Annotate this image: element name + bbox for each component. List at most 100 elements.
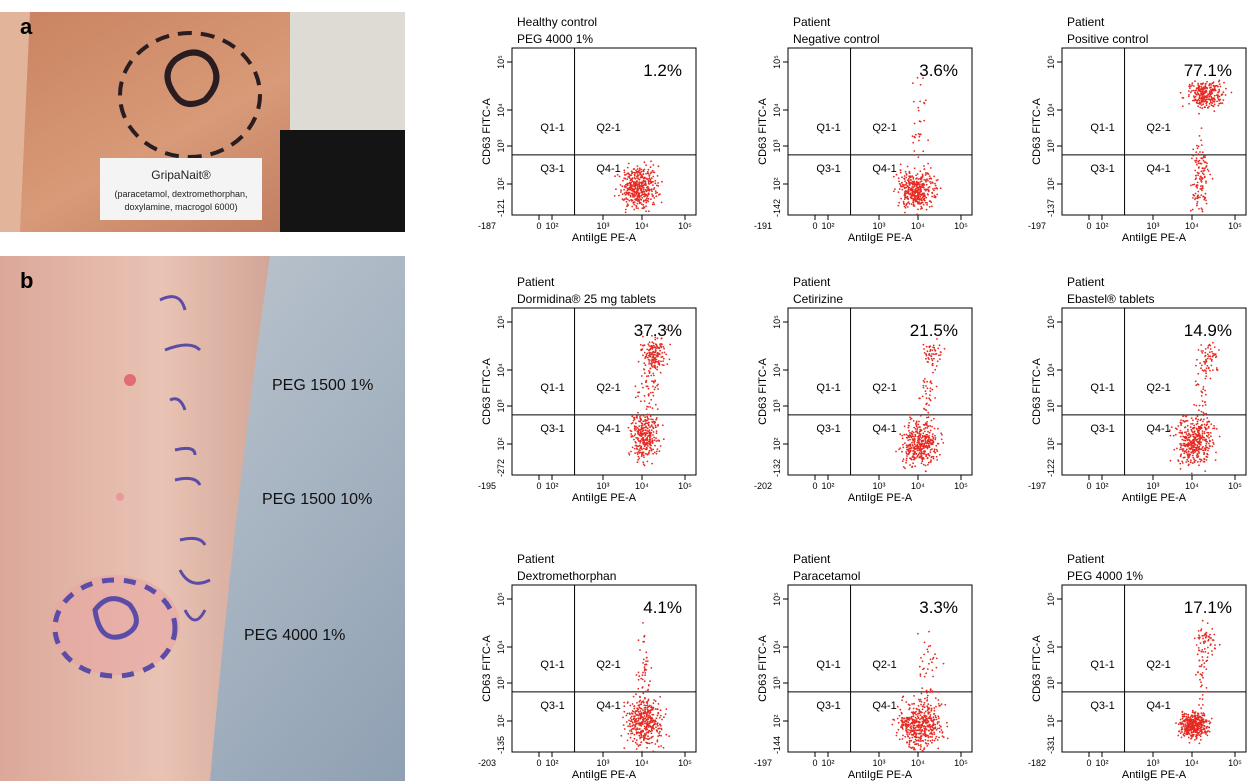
event-dot xyxy=(653,197,656,199)
plot-title: Patient xyxy=(793,275,831,289)
annotation: PEG 4000 1% xyxy=(244,627,345,644)
event-dot xyxy=(1191,422,1194,425)
event-dot xyxy=(1180,419,1182,421)
event-dot xyxy=(910,417,913,420)
event-dot xyxy=(928,707,931,710)
event-dot xyxy=(1182,723,1185,726)
event-dot xyxy=(1194,724,1197,726)
event-dot xyxy=(623,185,626,187)
event-dot xyxy=(927,725,929,727)
event-dot xyxy=(925,183,928,186)
event-dot xyxy=(939,351,942,353)
event-dot xyxy=(645,381,647,383)
y-tick-label: 10⁵ xyxy=(772,55,782,69)
event-dot xyxy=(1185,732,1187,735)
event-dot xyxy=(934,723,937,726)
event-dot xyxy=(1203,642,1205,645)
event-dot xyxy=(625,183,627,186)
event-dot xyxy=(1210,104,1213,107)
event-dot xyxy=(933,427,936,430)
event-dot xyxy=(630,720,633,722)
event-dot xyxy=(921,711,923,714)
event-dot xyxy=(1209,348,1212,350)
quadrant-label: Q2-1 xyxy=(1146,122,1170,134)
event-dot xyxy=(922,463,925,466)
event-dot xyxy=(652,354,655,357)
event-dot xyxy=(1201,95,1204,97)
event-dot xyxy=(927,425,930,428)
event-dot xyxy=(1192,148,1195,151)
event-dot xyxy=(918,420,920,423)
event-dot xyxy=(1196,147,1199,150)
event-dot xyxy=(905,446,908,449)
event-dot xyxy=(898,182,901,185)
event-dot xyxy=(1185,451,1188,454)
event-dot xyxy=(645,441,648,444)
event-dot xyxy=(633,425,636,428)
x-tick-label: 10² xyxy=(1095,221,1108,231)
event-dot xyxy=(659,709,662,712)
event-dot xyxy=(639,172,642,175)
quadrant-label: Q3-1 xyxy=(816,163,840,175)
event-dot xyxy=(1191,82,1194,85)
event-dot xyxy=(1198,464,1200,467)
event-dot xyxy=(1206,440,1209,443)
event-dot xyxy=(633,208,636,211)
event-dot xyxy=(1202,90,1204,92)
plot-frame xyxy=(787,584,973,753)
event-dot xyxy=(932,417,935,420)
event-dot xyxy=(913,443,916,446)
event-dot xyxy=(919,710,922,713)
event-dot xyxy=(1192,456,1195,459)
event-dot xyxy=(1207,106,1209,109)
event-dot xyxy=(626,198,629,201)
event-dot xyxy=(930,729,933,731)
event-dot xyxy=(903,721,906,724)
event-dot xyxy=(1196,171,1199,174)
event-dot xyxy=(932,188,934,190)
event-dot xyxy=(908,733,911,735)
event-dot xyxy=(651,741,653,744)
event-dot xyxy=(929,644,932,647)
event-dot xyxy=(1204,640,1207,643)
event-dot xyxy=(634,712,637,715)
event-dot xyxy=(1196,87,1199,90)
event-dot xyxy=(1185,433,1188,435)
event-dot xyxy=(650,716,653,719)
event-dot xyxy=(637,708,640,711)
x-tick-label: 10² xyxy=(1095,758,1108,768)
event-dot xyxy=(909,182,911,185)
plot-frame xyxy=(787,307,973,476)
event-dot xyxy=(640,736,643,739)
quadrant-label: Q2-1 xyxy=(872,382,896,394)
event-dot xyxy=(935,385,938,388)
event-dot xyxy=(643,426,646,429)
event-dot xyxy=(918,199,921,201)
event-dot xyxy=(923,428,925,430)
event-dot xyxy=(1208,102,1211,105)
event-dot xyxy=(1190,461,1192,464)
event-dot xyxy=(640,400,642,403)
event-dot xyxy=(643,717,646,720)
event-dot xyxy=(1213,633,1216,636)
event-dot xyxy=(922,432,925,435)
event-dot xyxy=(1188,85,1191,88)
event-dot xyxy=(627,162,630,165)
quadrant-label: Q4-1 xyxy=(1146,163,1170,175)
quadrant-label: Q4-1 xyxy=(596,423,620,435)
event-dot xyxy=(644,195,646,198)
event-dot xyxy=(918,440,920,443)
event-dot xyxy=(663,351,666,354)
event-dot xyxy=(917,202,920,205)
x-tick-label: 10³ xyxy=(596,481,609,491)
event-dot xyxy=(644,433,647,435)
event-dot xyxy=(664,713,667,715)
event-dot xyxy=(1211,177,1214,180)
event-dot xyxy=(907,703,910,706)
event-dot xyxy=(920,205,923,208)
plot-subtitle: Dextromethorphan xyxy=(517,569,616,583)
event-dot xyxy=(1198,172,1200,175)
event-dot xyxy=(1197,167,1200,169)
x-tick-label: -187 xyxy=(478,221,496,231)
event-dot xyxy=(1201,101,1204,103)
